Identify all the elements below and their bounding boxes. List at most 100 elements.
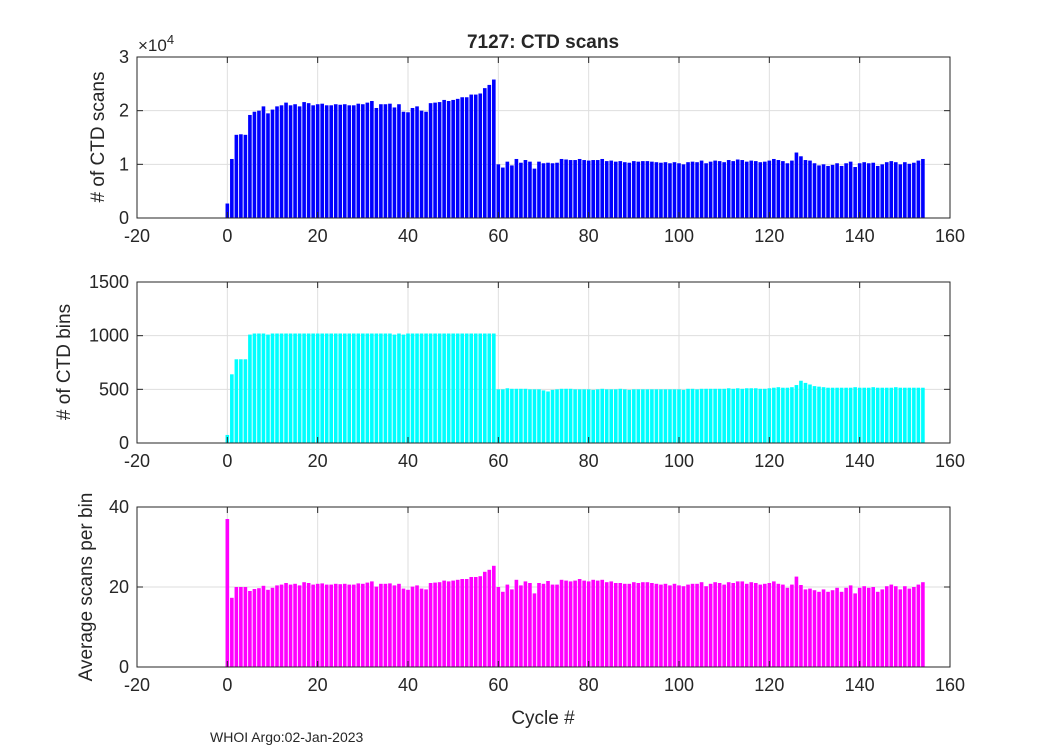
y-tick-label: 20	[109, 577, 129, 597]
y-axis-label: Average scans per bin	[76, 493, 97, 682]
bar	[410, 107, 415, 218]
bar	[722, 162, 726, 218]
bar	[622, 389, 627, 443]
bar	[496, 587, 501, 667]
bar	[889, 161, 894, 218]
bar	[622, 583, 627, 667]
bar	[288, 105, 293, 218]
bar	[659, 584, 663, 667]
bar	[681, 586, 686, 667]
y-tick-label: 1	[119, 154, 129, 174]
bar	[921, 158, 925, 218]
bar	[785, 387, 790, 443]
bar	[609, 389, 614, 443]
bar	[767, 160, 772, 218]
bar	[266, 589, 270, 667]
bar	[808, 384, 812, 443]
x-tick-label: 80	[579, 226, 599, 246]
bar	[293, 104, 297, 218]
bar	[699, 388, 704, 443]
bar	[577, 158, 582, 218]
bar	[844, 163, 848, 218]
y-tick-label: 0	[119, 433, 129, 453]
bar	[663, 389, 668, 443]
bar	[717, 388, 722, 443]
bar	[695, 162, 699, 218]
bar	[672, 162, 677, 218]
bar	[514, 158, 519, 218]
bar	[893, 387, 898, 443]
bar	[812, 590, 817, 667]
bar	[839, 387, 844, 443]
bar	[794, 385, 799, 443]
bar	[397, 333, 401, 443]
bar	[672, 389, 677, 443]
bar	[893, 162, 898, 218]
bar	[338, 333, 343, 443]
bar	[546, 162, 550, 218]
bar	[884, 586, 889, 667]
bar	[537, 583, 541, 667]
bar	[699, 582, 704, 667]
bar	[284, 583, 288, 667]
bar	[437, 102, 442, 218]
bar	[315, 104, 320, 218]
bar	[799, 380, 803, 443]
bar	[582, 580, 586, 667]
bar	[550, 163, 555, 218]
bar	[866, 163, 871, 218]
bar	[424, 333, 428, 443]
bar	[595, 580, 600, 667]
bar	[455, 98, 460, 218]
bar	[383, 333, 388, 443]
bar	[379, 583, 383, 667]
bar	[370, 333, 374, 443]
bar	[912, 587, 916, 667]
bar	[613, 161, 618, 218]
bar	[473, 94, 478, 218]
bar	[604, 389, 609, 443]
chart-title: 7127: CTD scans	[467, 32, 619, 53]
bar	[668, 585, 672, 667]
bar	[505, 161, 510, 218]
bar	[790, 160, 794, 218]
bar	[586, 389, 591, 443]
x-tick-label: -20	[124, 451, 150, 471]
bar	[668, 163, 672, 218]
bar	[550, 389, 555, 443]
bar	[636, 583, 641, 667]
x-tick-label: 100	[664, 226, 694, 246]
bar	[853, 593, 857, 667]
bar	[708, 388, 713, 443]
bar	[564, 159, 568, 218]
bar	[641, 389, 645, 443]
bar	[763, 161, 767, 218]
bar	[916, 387, 921, 443]
bar	[907, 588, 912, 667]
bar	[857, 587, 862, 667]
bar	[320, 333, 324, 443]
bar	[446, 101, 451, 218]
bar	[618, 161, 623, 218]
x-tick-label: 60	[488, 226, 508, 246]
bar	[632, 389, 636, 443]
bar	[230, 374, 234, 443]
bar	[767, 583, 772, 667]
bar	[704, 163, 708, 218]
bar	[790, 387, 794, 443]
bar	[379, 104, 383, 218]
bar	[365, 582, 370, 667]
x-tick-label: 100	[664, 675, 694, 695]
axes-box	[136, 281, 951, 444]
bar	[555, 584, 559, 667]
y-exponent-base: ×10	[138, 36, 167, 55]
bar	[713, 388, 717, 443]
x-tick-label: 120	[754, 451, 784, 471]
bar	[397, 104, 401, 218]
bar	[320, 103, 324, 218]
bar	[632, 161, 636, 218]
bar	[464, 579, 469, 667]
x-tick-label: 60	[488, 451, 508, 471]
bar	[347, 105, 352, 218]
